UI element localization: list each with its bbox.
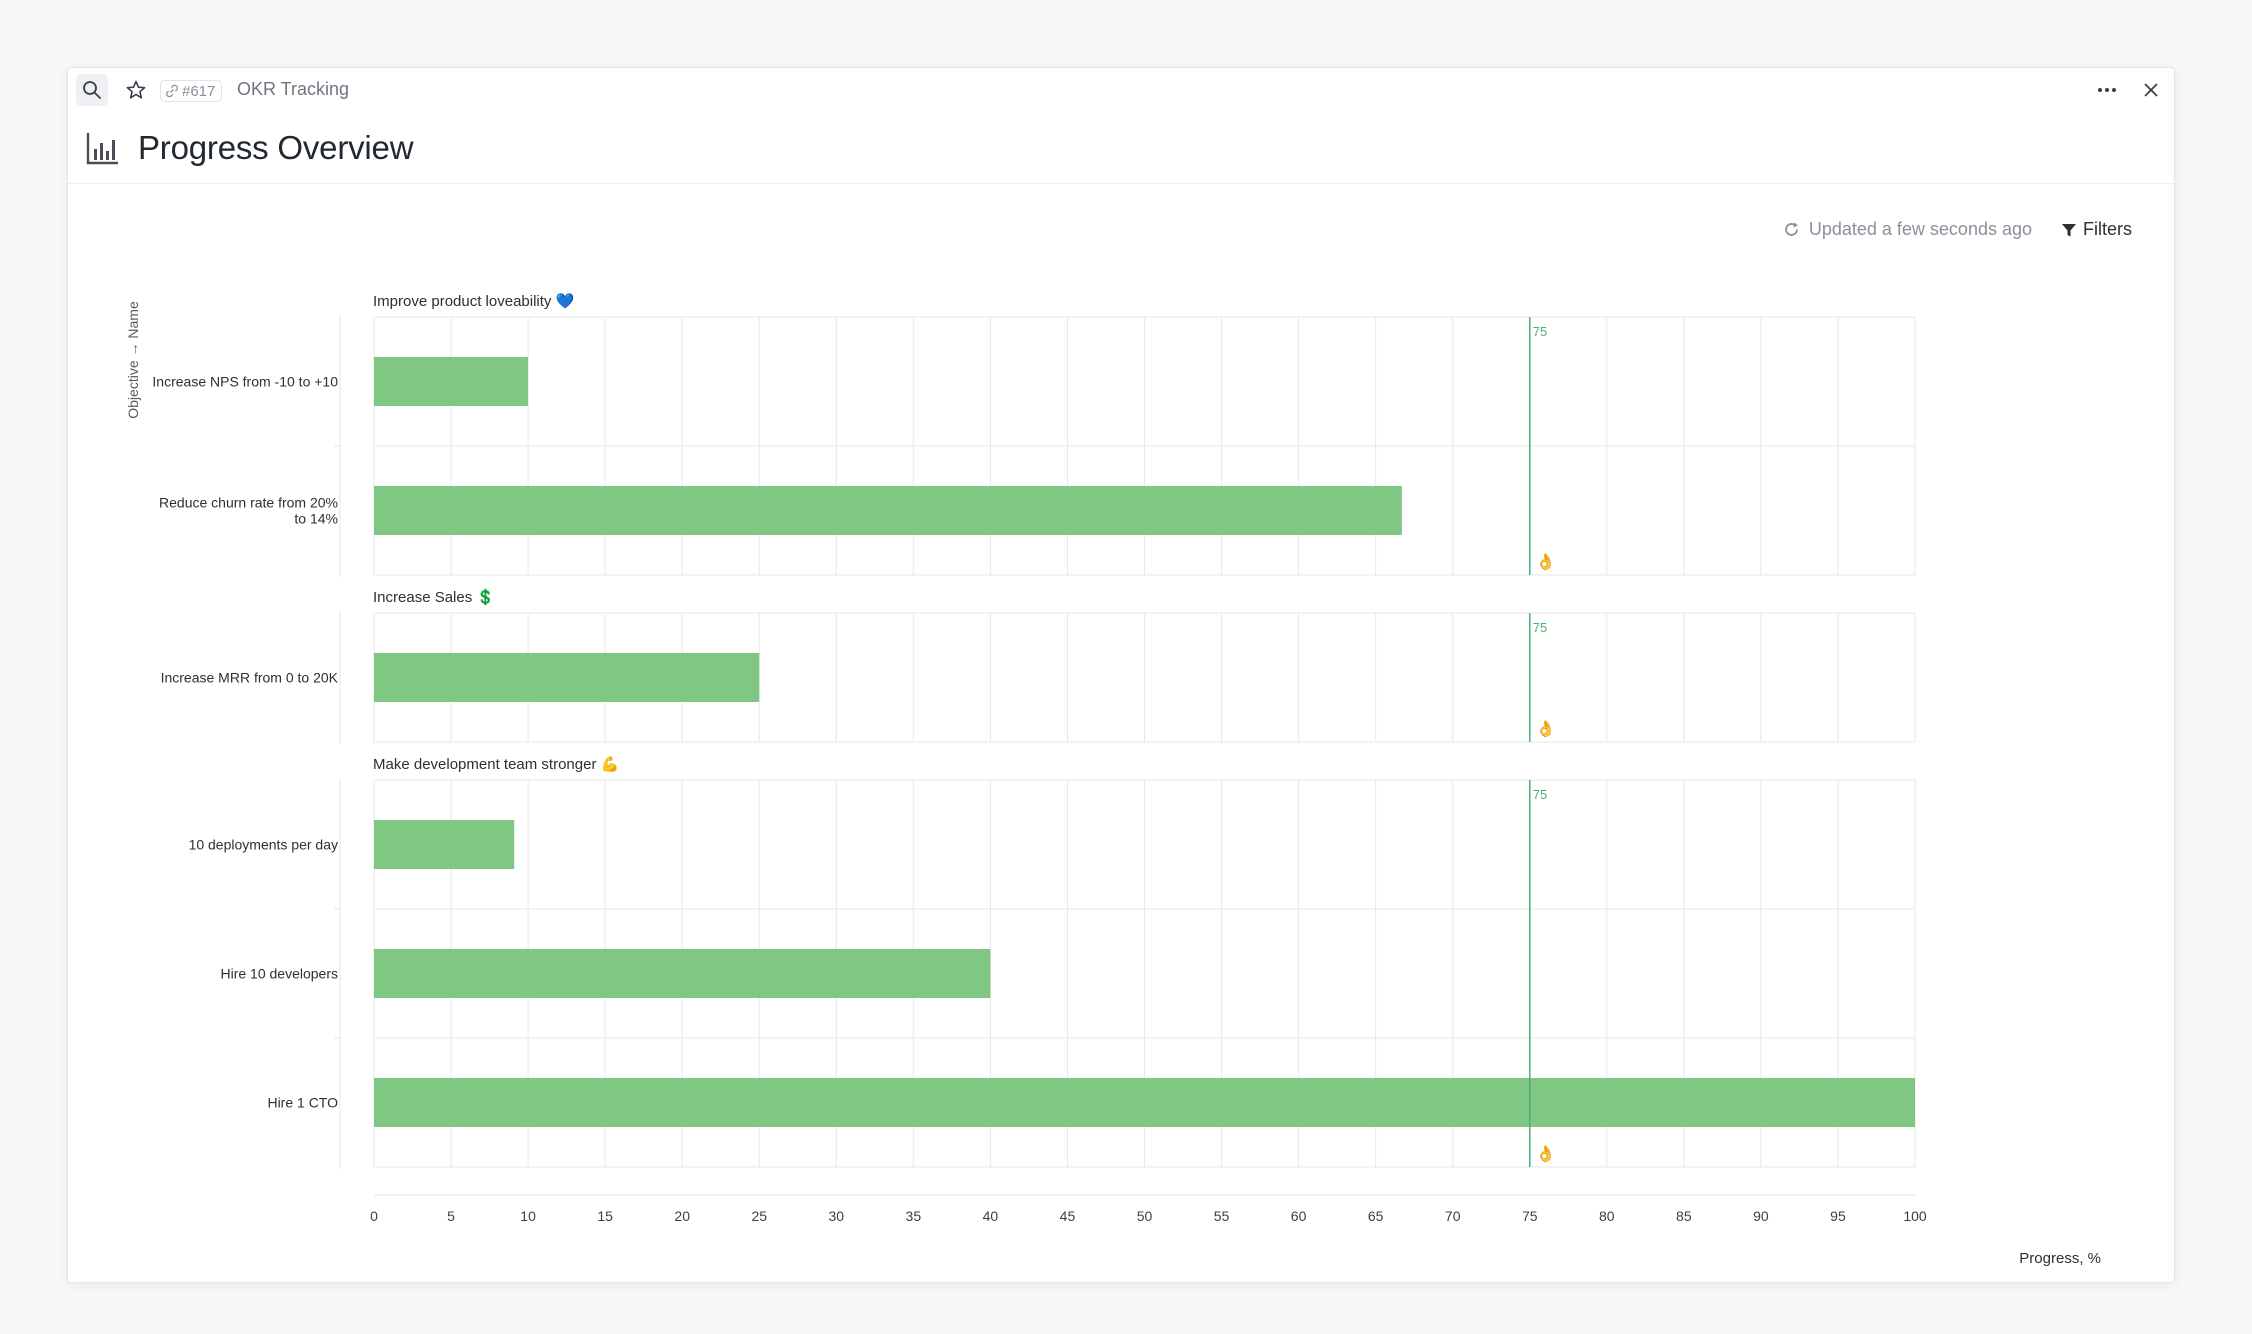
progress-bar [374,949,991,998]
x-tick-label: 45 [1060,1208,1076,1224]
x-tick-label: 0 [370,1208,378,1224]
x-tick-label: 80 [1599,1208,1615,1224]
key-result-label-line: Increase NPS from -10 to +10 [152,374,338,390]
x-tick-label: 25 [751,1208,767,1224]
link-icon [166,84,178,98]
x-tick-label: 100 [1903,1208,1927,1224]
key-result-label-line: Hire 1 CTO [267,1095,338,1111]
x-tick-label: 5 [447,1208,455,1224]
objective-emoji: 💲 [476,588,495,606]
page-title: Progress Overview [138,129,414,166]
x-tick-label: 10 [520,1208,536,1224]
key-result-label-line: Increase MRR from 0 to 20K [161,670,339,686]
x-tick-label: 60 [1291,1208,1307,1224]
search-icon [83,81,101,99]
x-axis-title: Progress, % [2019,1250,2101,1267]
target-marker-emoji: 👌 [1536,553,1556,571]
question-id-chip[interactable]: #617 [160,80,223,102]
x-tick-label: 30 [829,1208,845,1224]
key-result-label: Hire 10 developers [220,966,338,982]
close-button[interactable] [2136,76,2166,104]
key-result-label: Increase MRR from 0 to 20K [161,670,339,686]
dashboard-window: #617 OKR Tracking Progress Overview [67,67,2175,1283]
objective-group-title: Increase Sales 💲 [373,588,495,606]
last-updated[interactable]: Updated a few seconds ago [1783,219,2032,240]
key-result-label-line: to 14% [294,511,338,527]
filters-label: Filters [2083,219,2132,239]
close-icon [2144,83,2158,97]
objective-group-title: Improve product loveability 💙 [373,292,575,310]
filters-button[interactable]: Filters [2061,219,2132,240]
progress-bar [374,820,515,869]
ellipsis-icon [2098,88,2116,92]
breadcrumb-collection[interactable]: OKR Tracking [237,79,350,99]
key-result-label-line: Reduce churn rate from 20% [159,495,338,511]
progress-chart: Objective → Name Improve product loveabil… [125,292,2101,1267]
key-result-label: Hire 1 CTO [267,1095,338,1111]
target-label: 75 [1533,787,1547,802]
favorite-button[interactable] [120,74,152,106]
progress-bar [374,357,529,406]
title-row: Progress Overview [86,124,414,172]
key-result-label: Reduce churn rate from 20% to 14% [159,495,338,527]
key-result-label: Increase NPS from -10 to +10 [152,374,338,390]
target-marker-emoji: 👌 [1536,720,1556,738]
x-tick-label: 15 [597,1208,613,1224]
key-result-label-line: 10 deployments per day [189,837,338,853]
star-icon [126,80,146,99]
more-options-button[interactable] [2092,76,2122,104]
target-label: 75 [1533,620,1547,635]
key-result-label-line: Hire 10 developers [220,966,338,982]
progress-bar [374,653,760,702]
filter-icon [2062,223,2076,236]
x-tick-label: 65 [1368,1208,1384,1224]
key-result-label: 10 deployments per day [189,837,338,853]
x-tick-label: 40 [983,1208,999,1224]
progress-bar [374,486,1402,535]
x-tick-label: 70 [1445,1208,1461,1224]
top-bar: #617 OKR Tracking [68,68,2174,110]
search-button[interactable] [76,74,108,106]
objective-group-title: Make development team stronger 💪 [373,755,619,773]
bar-chart-icon [86,133,118,165]
x-tick-label: 85 [1676,1208,1692,1224]
x-tick-label: 75 [1522,1208,1538,1224]
objective-emoji: 💙 [556,292,575,310]
x-tick-label: 35 [906,1208,922,1224]
question-id: #617 [182,82,216,100]
target-marker-emoji: 👌 [1536,1145,1556,1163]
objective-emoji: 💪 [601,755,620,773]
refresh-icon [1784,222,1798,236]
last-updated-text: Updated a few seconds ago [1808,219,2032,239]
x-tick-label: 20 [674,1208,690,1224]
x-tick-label: 95 [1830,1208,1846,1224]
progress-bar [374,1078,1915,1127]
header-divider [68,183,2174,184]
x-tick-label: 90 [1753,1208,1769,1224]
x-tick-label: 55 [1214,1208,1230,1224]
x-tick-label: 50 [1137,1208,1153,1224]
target-label: 75 [1533,324,1547,339]
y-axis-title: Objective → Name [125,301,141,419]
